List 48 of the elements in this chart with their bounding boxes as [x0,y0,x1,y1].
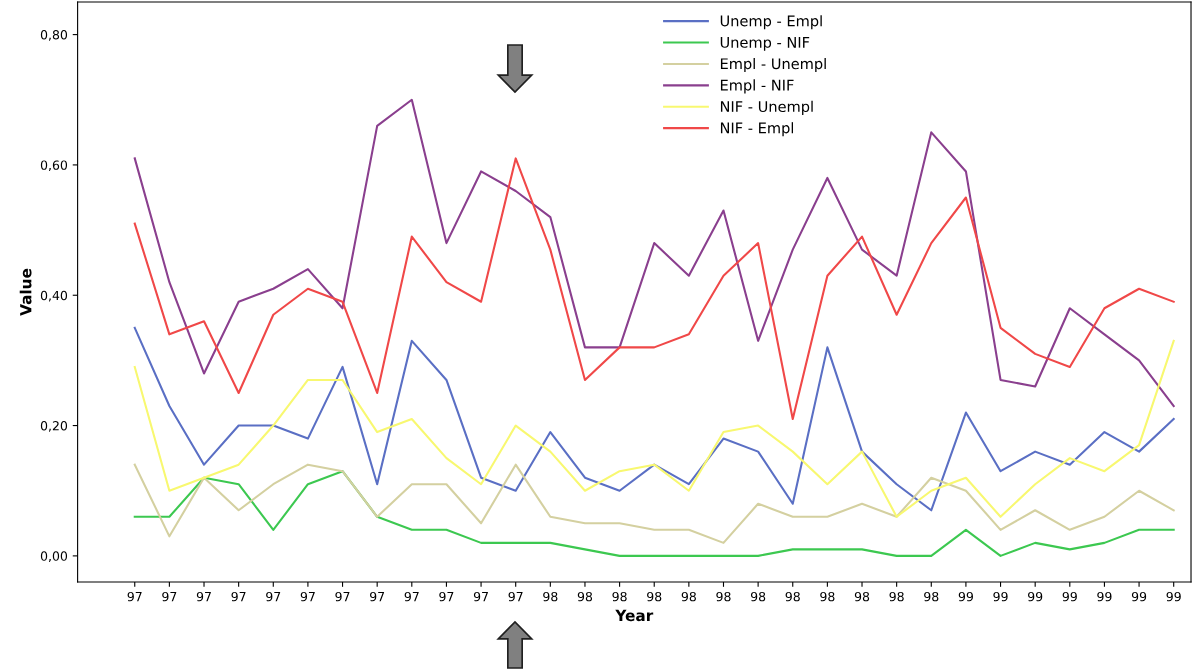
x-tick-label: 98 [924,591,939,602]
x-tick-label: 99 [1028,591,1043,602]
y-tick-label: 0,00 [40,551,68,563]
x-tick-label: 97 [196,591,211,602]
x-tick-label: 97 [162,591,177,602]
x-tick-label: 97 [335,591,350,602]
x-tick-label: 97 [508,591,523,602]
x-tick-label: 97 [370,591,385,602]
x-tick-label: 97 [266,591,281,602]
x-tick-label: 98 [750,591,766,602]
x-tick-label: 98 [612,591,627,602]
legend-label: Unemp - Empl [720,15,822,30]
legend-label: NIF - Empl [720,122,794,137]
x-tick-label: 97 [404,591,419,602]
x-tick-label: 98 [820,591,835,602]
y-tick-label: 0,40 [40,290,68,302]
legend-label: Empl - Unempl [720,57,826,73]
line-series [133,157,1175,421]
x-tick-label: 99 [1062,591,1077,602]
x-tick-label: 98 [543,591,558,602]
x-tick-label: 99 [1166,591,1181,602]
legend-label: Unemp - NIF [720,37,810,51]
x-axis-title: Year [615,609,654,622]
line-series [133,98,1175,408]
y-tick-label: 0,80 [40,30,68,41]
x-tick-label: 99 [958,591,973,602]
x-tick-label: 99 [993,591,1008,602]
x-tick-label: 98 [889,591,904,602]
x-tick-label: 97 [300,591,315,602]
x-tick-label: 98 [716,591,731,602]
x-tick-label: 97 [473,591,488,602]
x-tick-label: 98 [785,591,800,602]
line-series [133,463,1175,544]
x-tick-label: 98 [681,591,696,602]
line-series [133,470,1175,557]
x-tick-label: 97 [439,591,454,602]
legend-label: NIF - Unempl [720,100,813,115]
x-tick-label: 99 [1097,591,1112,602]
x-tick-label: 98 [647,591,662,602]
x-tick-label: 98 [854,591,870,602]
y-tick-label: 0,20 [40,421,68,432]
legend-label: Empl - NIF [720,79,794,94]
x-tick-label: 98 [577,591,593,602]
y-tick-label: 0,60 [40,160,68,172]
x-tick-label: 99 [1131,591,1147,602]
y-axis-title: Value [19,268,32,316]
x-tick-label: 97 [127,591,142,602]
x-tick-label: 97 [231,591,246,602]
